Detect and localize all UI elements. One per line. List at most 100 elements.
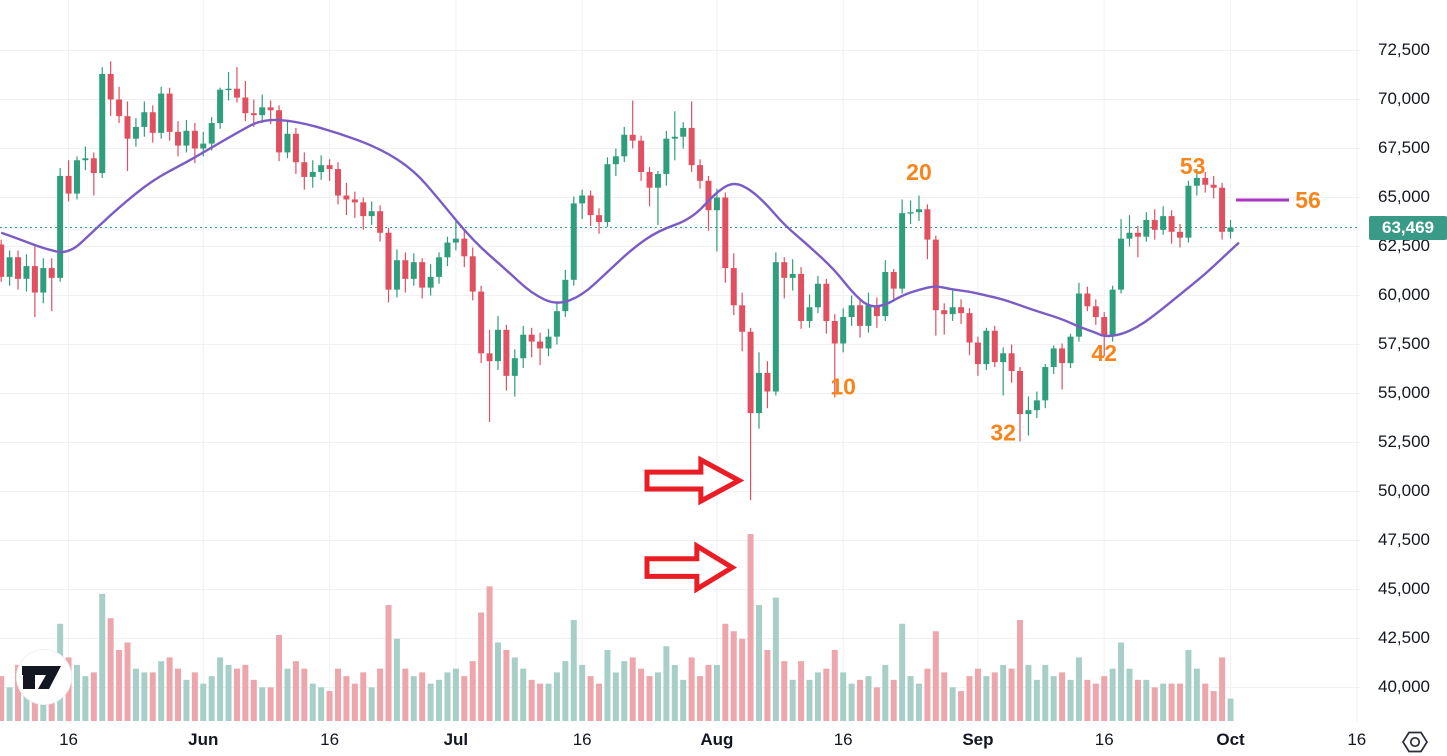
candle-body — [756, 372, 762, 414]
candle-body — [23, 266, 30, 279]
candle-body — [116, 99, 123, 117]
volume-bar — [250, 679, 257, 721]
volume-bar — [1202, 683, 1209, 721]
volume-bar — [1210, 691, 1217, 721]
price-tick-label: 62,500 — [1378, 236, 1430, 256]
red-arrow-drawing[interactable] — [644, 455, 745, 506]
candle-body — [1092, 306, 1099, 318]
volume-bar — [974, 668, 981, 721]
candle-body — [419, 262, 426, 288]
volume-bar — [781, 661, 788, 721]
candle-body — [1017, 370, 1024, 415]
volume-bar — [141, 672, 148, 721]
candle-body — [233, 88, 240, 98]
tradingview-logo[interactable] — [17, 650, 71, 704]
volume-bar — [486, 586, 493, 721]
candle-body — [958, 307, 965, 314]
candle-body — [528, 334, 535, 342]
volume-bar — [368, 687, 375, 721]
annotation-label-32[interactable]: 32 — [990, 420, 1016, 446]
volume-bar — [1118, 642, 1125, 721]
price-scale-settings-icon[interactable] — [1401, 729, 1429, 755]
volume-bar — [1092, 683, 1099, 721]
volume-bar — [494, 642, 501, 721]
annotation-label-20[interactable]: 20 — [906, 159, 932, 185]
volume-bar — [116, 649, 123, 721]
candle-body — [292, 133, 299, 163]
candle-body — [1185, 185, 1192, 238]
volume-bar — [638, 668, 645, 721]
candle-body — [1219, 187, 1226, 232]
candle-body — [40, 268, 47, 293]
price-tick-label: 42,500 — [1378, 628, 1430, 648]
candle-body — [873, 305, 880, 317]
candle-body — [301, 162, 308, 177]
candle-body — [402, 260, 409, 279]
volume-bar — [1227, 698, 1234, 721]
volume-bar — [570, 620, 577, 721]
volume-bar — [932, 631, 939, 721]
time-tick-label: Jun — [188, 730, 219, 749]
volume-bar — [335, 668, 341, 721]
candle-body — [1059, 348, 1066, 364]
candle-body — [941, 310, 948, 315]
volume-bar — [284, 668, 291, 721]
volume-bar — [149, 672, 156, 721]
candle-body — [99, 74, 106, 173]
candle-body — [553, 311, 560, 337]
volume-bar — [1042, 664, 1049, 721]
volume-bar — [6, 687, 13, 721]
candle-body — [772, 262, 779, 392]
volume-bar — [326, 691, 333, 721]
time-axis[interactable]: 16 Jun 16 Jul 16 Aug 16 Sep 16 Oct 16 — [0, 726, 1447, 756]
volume-bar — [410, 676, 417, 721]
volume-bar — [772, 597, 779, 721]
volume-bar — [385, 605, 392, 721]
volume-bar — [469, 661, 476, 721]
candle-body — [814, 283, 821, 308]
annotation-label-53[interactable]: 53 — [1180, 153, 1206, 179]
volume-bar — [478, 612, 485, 721]
annotation-label-56[interactable]: 56 — [1295, 187, 1321, 213]
candle-body — [1151, 220, 1158, 230]
candle-body — [629, 134, 636, 141]
volume-bar — [1134, 679, 1141, 721]
candle-body — [191, 130, 198, 149]
time-tick-label: 16 — [1094, 730, 1114, 749]
annotation-label-10[interactable]: 10 — [830, 374, 856, 400]
candle-body — [276, 110, 283, 153]
candle-body — [469, 256, 476, 292]
volume-bar — [1000, 664, 1007, 721]
red-arrow-drawing[interactable] — [644, 541, 737, 594]
candle-body — [671, 136, 678, 139]
volume-bar — [1075, 657, 1082, 721]
candle-body — [789, 273, 796, 278]
annotation-label-42[interactable]: 42 — [1091, 340, 1117, 366]
volume-bar — [907, 676, 914, 721]
volume-bar — [217, 657, 224, 721]
volume-bar — [545, 683, 552, 721]
volume-bar — [756, 605, 762, 721]
candle-body — [1101, 317, 1108, 336]
candle-body — [494, 329, 501, 362]
candle-body — [0, 244, 5, 277]
time-tick-label: Jul — [443, 730, 469, 749]
volume-bar — [840, 672, 847, 721]
time-tick-label: 16 — [1347, 730, 1367, 749]
candle-body — [587, 195, 594, 216]
price-axis[interactable]: 72,500 70,000 67,500 65,000 62,500 60,000 57,5… — [1360, 0, 1447, 722]
volume-bar — [958, 691, 965, 721]
candle-body — [1033, 400, 1040, 411]
volume-bar — [890, 679, 897, 721]
volume-bar — [587, 676, 594, 721]
volume-bar — [915, 683, 922, 721]
candle-body — [486, 353, 493, 362]
candle-body — [208, 123, 215, 144]
candle-body — [452, 238, 459, 243]
volume-bar — [427, 683, 434, 721]
candle-body — [713, 197, 720, 211]
candle-body — [1084, 293, 1091, 307]
candle-body — [882, 271, 889, 317]
